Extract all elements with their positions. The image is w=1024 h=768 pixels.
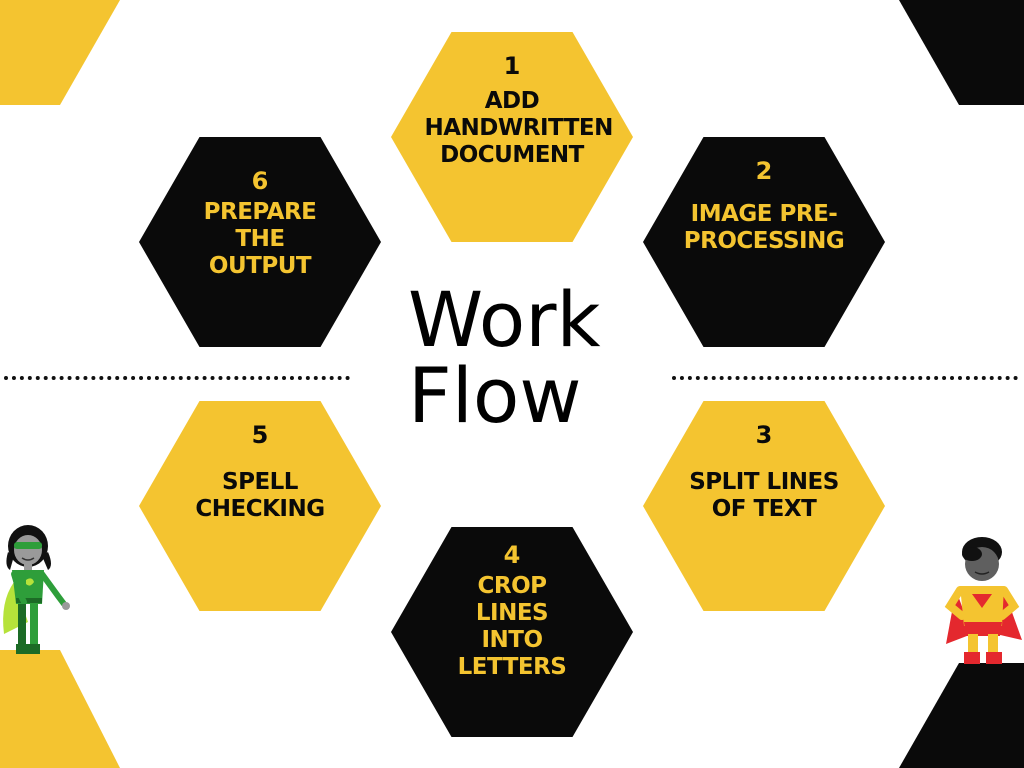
- step-2-label: IMAGE PRE-PROCESSING: [683, 201, 845, 254]
- step-6-hexagon: 6 PREPARE THE OUTPUT: [139, 137, 381, 347]
- step-3-hexagon: 3 SPLIT LINES OF TEXT: [643, 401, 885, 611]
- step-2-hexagon: 2 IMAGE PRE-PROCESSING: [643, 137, 885, 347]
- step-6-label: PREPARE THE OUTPUT: [203, 199, 317, 279]
- workflow-title-line-1: Work: [408, 275, 601, 364]
- corner-bottom-right: [899, 663, 1024, 768]
- corner-top-right: [899, 0, 1024, 105]
- step-6-number: 6: [251, 167, 269, 195]
- yellow-superhero-man-icon: [944, 537, 1022, 664]
- corner-top-left: [0, 0, 120, 105]
- step-5-number: 5: [251, 421, 269, 449]
- workflow-title: Work Flow: [380, 282, 660, 434]
- step-1-hexagon: 1 ADD HANDWRITTEN DOCUMENT: [391, 32, 633, 242]
- step-4-label: CROP LINES INTO LETTERS: [457, 573, 567, 680]
- step-5-label: SPELL CHECKING: [195, 469, 325, 522]
- divider-right: [672, 376, 1018, 380]
- green-superhero-woman-icon: [3, 525, 70, 654]
- workflow-title-line-2: Flow: [408, 351, 582, 440]
- step-2-number: 2: [755, 157, 773, 185]
- step-5-hexagon: 5 SPELL CHECKING: [139, 401, 381, 611]
- step-1-number: 1: [503, 52, 521, 80]
- step-3-number: 3: [755, 421, 773, 449]
- corner-bottom-left: [0, 650, 120, 768]
- step-4-hexagon: 4 CROP LINES INTO LETTERS: [391, 527, 633, 737]
- step-4-number: 4: [503, 541, 521, 569]
- divider-left: [4, 376, 350, 380]
- step-3-label: SPLIT LINES OF TEXT: [689, 469, 839, 522]
- step-1-label: ADD HANDWRITTEN DOCUMENT: [424, 88, 614, 168]
